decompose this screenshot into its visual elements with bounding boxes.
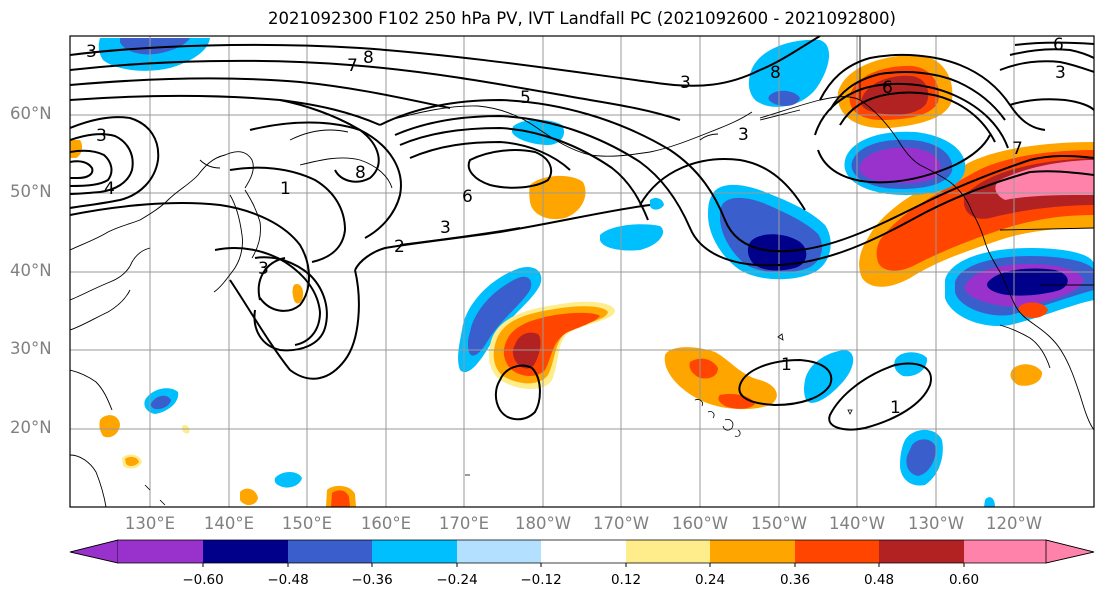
map-title: 2021092300 F102 250 hPa PV, IVT Landfall… (268, 9, 896, 28)
lon-label: 130°W (907, 514, 965, 533)
lon-label: 160°W (671, 514, 729, 533)
contour-label: 3 (440, 218, 451, 238)
colorbar-tick-label: −0.60 (182, 572, 224, 588)
colorbar-segment (879, 540, 964, 563)
colorbar-tick-label: 0.24 (694, 572, 726, 588)
colorbar-tick-label: 0.60 (948, 572, 980, 588)
contour-labels: 3 8 7 5 3 8 6 3 4 6 3 3 1 8 6 3 2 7 3 1 … (86, 35, 1066, 418)
colorbar-segment (118, 540, 203, 563)
map-area: 3 8 7 5 3 8 6 3 4 6 3 3 1 8 6 3 2 7 3 1 … (70, 35, 1094, 507)
pv-contours (70, 36, 1094, 431)
contour-label: 5 (520, 88, 531, 108)
colorbar-segment (288, 540, 372, 563)
contour-label: 2 (394, 237, 405, 257)
contour-label: 7 (1012, 139, 1023, 159)
lat-label: 30°N (10, 339, 52, 358)
colorbar (69, 539, 1095, 567)
colorbar-tick-label: 0.36 (779, 572, 811, 588)
bering-negative (748, 39, 830, 107)
colorbar-segment (457, 540, 541, 563)
lon-label: 180°W (514, 514, 572, 533)
colorbar-tick-label: −0.12 (520, 572, 562, 588)
colorbar-segment (964, 540, 1046, 563)
contour-label: 3 (738, 125, 749, 145)
colorbar-tick-label: −0.48 (267, 572, 309, 588)
colorbar-segment (541, 540, 626, 563)
contour-label: 3 (258, 259, 269, 279)
colorbar-tick-label: 0.48 (863, 572, 895, 588)
lat-label: 60°N (10, 104, 52, 123)
contour-label: 8 (355, 163, 366, 183)
colorbar-arrow-left (69, 539, 119, 564)
contour-label: 3 (680, 73, 691, 93)
lon-label: 140°W (828, 514, 886, 533)
coastlines (70, 36, 1094, 507)
colorbar-segment (203, 540, 288, 563)
contour-label: 1 (280, 179, 291, 199)
subtropical-negative (600, 224, 664, 251)
contour-label: 3 (96, 126, 107, 146)
colorbar-arrow-right (1045, 539, 1095, 564)
colorbar-tick-label: −0.36 (351, 572, 393, 588)
contour-label: 1 (781, 355, 792, 375)
lon-label: 170°E (438, 514, 490, 533)
colorbar-tick-label: −0.24 (436, 572, 478, 588)
lon-label: 150°E (281, 514, 333, 533)
contour-label: 8 (770, 63, 781, 83)
graticule (70, 36, 1094, 507)
colorbar-segment (710, 540, 795, 563)
lat-label: 50°N (10, 182, 52, 201)
lon-label: 160°E (360, 514, 412, 533)
lon-label: 150°W (750, 514, 808, 533)
contour-label: 4 (104, 179, 115, 199)
lon-label: 140°E (203, 514, 255, 533)
contour-label: 1 (890, 398, 901, 418)
lon-label: 120°W (985, 514, 1043, 533)
contour-label: 6 (462, 187, 473, 207)
contour-label: 6 (882, 78, 893, 98)
lat-label: 40°N (10, 261, 52, 280)
contour-label: 3 (1055, 63, 1066, 83)
map-frame (69, 35, 1095, 508)
contour-label: 3 (86, 42, 97, 62)
contour-label: 8 (363, 48, 374, 68)
lat-label: 20°N (10, 418, 52, 437)
colorbar-segment (372, 540, 457, 563)
islands (144, 333, 853, 506)
lon-label: 130°E (124, 514, 176, 533)
colorbar-segment (626, 540, 710, 563)
contour-label: 6 (1053, 35, 1064, 55)
contour-label: 7 (347, 56, 358, 76)
colorbar-segment (795, 540, 879, 563)
lon-label: 170°W (592, 514, 650, 533)
colorbar-tick-label: 0.12 (610, 572, 642, 588)
